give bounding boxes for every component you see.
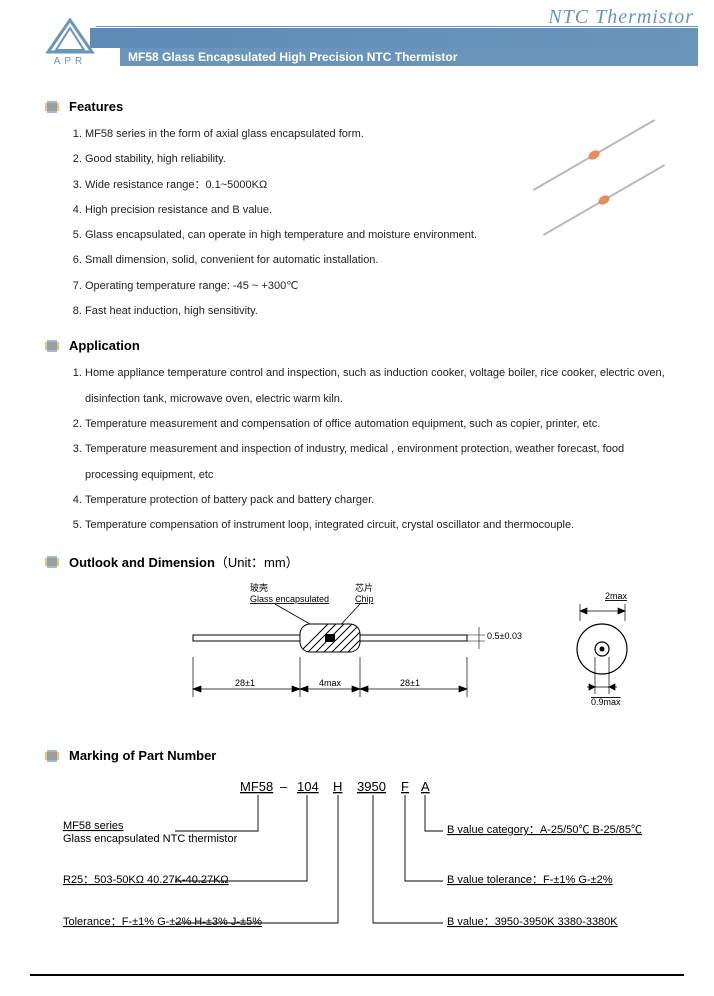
marking-diagram: MF58 – 104 H 3950 F A MF58 series Glass … <box>45 773 674 948</box>
svg-text:3950: 3950 <box>357 779 386 794</box>
glass-zh: 玻壳 <box>250 582 268 593</box>
dim-body: 4max <box>319 678 342 688</box>
section-icon <box>45 101 59 113</box>
list-item: Temperature protection of battery pack a… <box>85 488 674 513</box>
series-desc: Glass encapsulated NTC thermistor <box>63 833 238 845</box>
marking-title: Marking of Part Number <box>69 748 216 763</box>
list-item: Fast heat induction, high sensitivity. <box>85 299 674 324</box>
outlook-header: Outlook and Dimension（Unit：mm） <box>45 552 674 571</box>
list-item: Temperature measurement and inspection o… <box>85 437 674 488</box>
r25-label: R25：503-50KΩ 40.27K-40.27KΩ <box>63 874 229 886</box>
outlook-unit: （Unit：mm） <box>215 555 299 570</box>
section-icon <box>45 750 59 762</box>
svg-text:F: F <box>401 779 409 794</box>
brand-text: APR <box>54 56 87 67</box>
brand-logo: APR <box>42 18 98 71</box>
btol-label: B value tolerance：F-±1% G-±2% <box>447 874 613 886</box>
component-photo <box>514 105 674 248</box>
marking-header: Marking of Part Number <box>45 748 674 763</box>
dim-thickness: 0.5±0.03 <box>487 631 522 641</box>
dim-lead-right: 28±1 <box>400 678 420 688</box>
series-label: MF58 series <box>63 820 124 832</box>
section-icon <box>45 340 59 352</box>
svg-text:A: A <box>421 779 430 794</box>
title-bar-bg <box>90 28 698 48</box>
svg-text:H: H <box>333 779 342 794</box>
outlook-title: Outlook and Dimension（Unit：mm） <box>69 552 299 571</box>
svg-text:–: – <box>280 779 288 794</box>
application-list: Home appliance temperature control and i… <box>45 361 674 538</box>
application-header: Application <box>45 338 674 353</box>
application-title: Application <box>69 338 140 353</box>
list-item: Operating temperature range: -45 ~ +300℃ <box>85 274 674 299</box>
bcat-label: B value category：A-25/50℃ B-25/85℃ <box>447 824 642 836</box>
list-item: Home appliance temperature control and i… <box>85 361 674 412</box>
bval-label: B value：3950-3950K 3380-3380K <box>447 916 618 928</box>
chip-zh: 芯片 <box>355 582 373 593</box>
tolerance-label: Tolerance：F-±1% G-±2% H-±3% J-±5% <box>63 916 262 928</box>
dim-lead-left: 28±1 <box>235 678 255 688</box>
product-title: MF58 Glass Encapsulated High Precision N… <box>120 48 698 66</box>
bottom-rule <box>30 974 684 976</box>
list-item: Small dimension, solid, convenient for a… <box>85 248 674 273</box>
chip-en: Chip <box>355 594 374 604</box>
list-item: Temperature compensation of instrument l… <box>85 513 674 538</box>
outlook-title-text: Outlook and Dimension <box>69 555 215 570</box>
dim-diameter: 2max <box>605 591 628 601</box>
list-item: Temperature measurement and compensation… <box>85 412 674 437</box>
dim-hole: 0.9max <box>591 697 621 707</box>
glass-en: Glass encapsulated <box>250 594 329 604</box>
header: NTC Thermistor MF58 Glass Encapsulated H… <box>0 0 714 75</box>
svg-text:104: 104 <box>297 779 319 794</box>
svg-text:MF58: MF58 <box>240 779 273 794</box>
section-icon <box>45 556 59 568</box>
ntc-label: NTC Thermistor <box>548 6 694 29</box>
dimension-diagram: 玻壳 Glass encapsulated 芯片 Chip <box>45 579 674 734</box>
features-title: Features <box>69 99 123 114</box>
